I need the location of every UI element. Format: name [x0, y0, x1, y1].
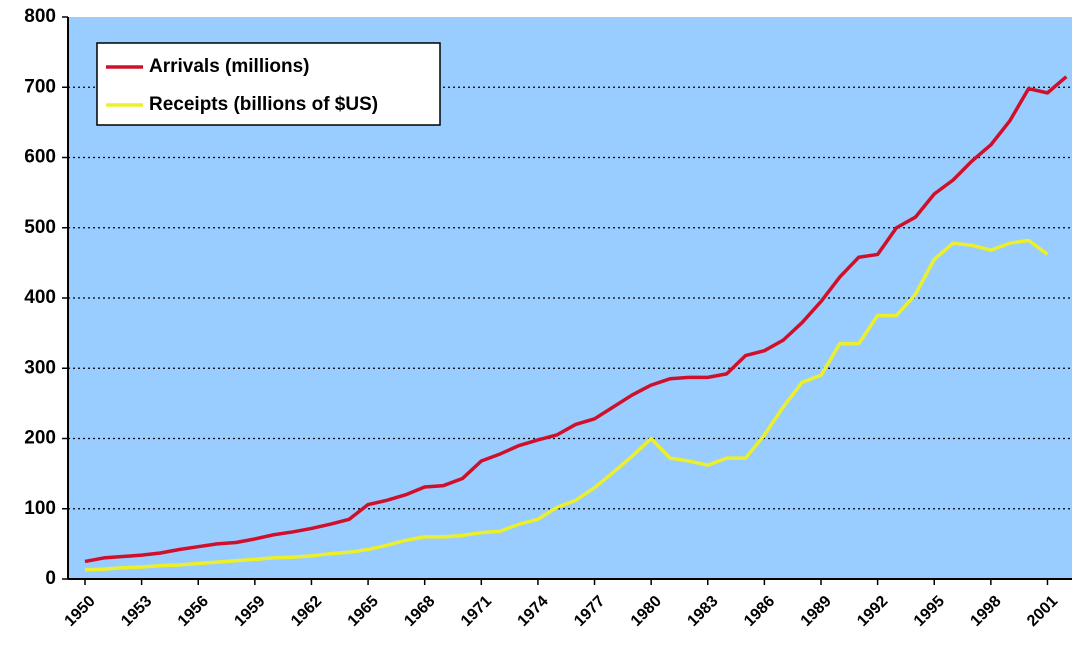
x-tick-label: 1998 — [967, 593, 1004, 630]
y-tick-label: 100 — [24, 498, 56, 519]
x-tick-label: 1977 — [571, 593, 608, 630]
y-tick-label: 300 — [24, 357, 56, 378]
legend-label: Receipts (billions of $US) — [149, 94, 378, 115]
y-tick-label: 0 — [45, 568, 56, 589]
x-tick-label: 1959 — [231, 593, 268, 630]
x-tick-label: 1971 — [458, 593, 495, 630]
x-tick-label: 1992 — [854, 593, 891, 630]
legend: Arrivals (millions) Receipts (billions of… — [96, 42, 441, 126]
series-line — [84, 238, 1049, 572]
x-tick-label: 1956 — [175, 593, 212, 630]
y-tick-label: 800 — [24, 6, 56, 27]
x-tick-label: 1989 — [798, 593, 835, 630]
x-tick-label: 1986 — [741, 593, 778, 630]
x-tick-label: 1962 — [288, 593, 325, 630]
y-tick-label: 500 — [24, 217, 56, 238]
x-tick-label: 2001 — [1024, 593, 1061, 630]
x-tick-label: 1983 — [684, 593, 721, 630]
y-tick-label: 200 — [24, 428, 56, 449]
x-tick-label: 1968 — [401, 593, 438, 630]
y-tick-label: 400 — [24, 287, 56, 308]
x-tick-label: 1995 — [911, 593, 948, 630]
x-tick-label: 1953 — [118, 593, 155, 630]
legend-label: Arrivals (millions) — [149, 56, 310, 77]
y-tick-label: 600 — [24, 147, 56, 168]
x-tick-label: 1974 — [515, 593, 552, 630]
x-tick-label: 1980 — [628, 593, 665, 630]
legend-box — [96, 42, 441, 126]
x-tick-label: 1965 — [345, 593, 382, 630]
series-line — [84, 75, 1068, 564]
x-tick-label: 1950 — [62, 593, 99, 630]
y-tick-label: 700 — [24, 76, 56, 97]
